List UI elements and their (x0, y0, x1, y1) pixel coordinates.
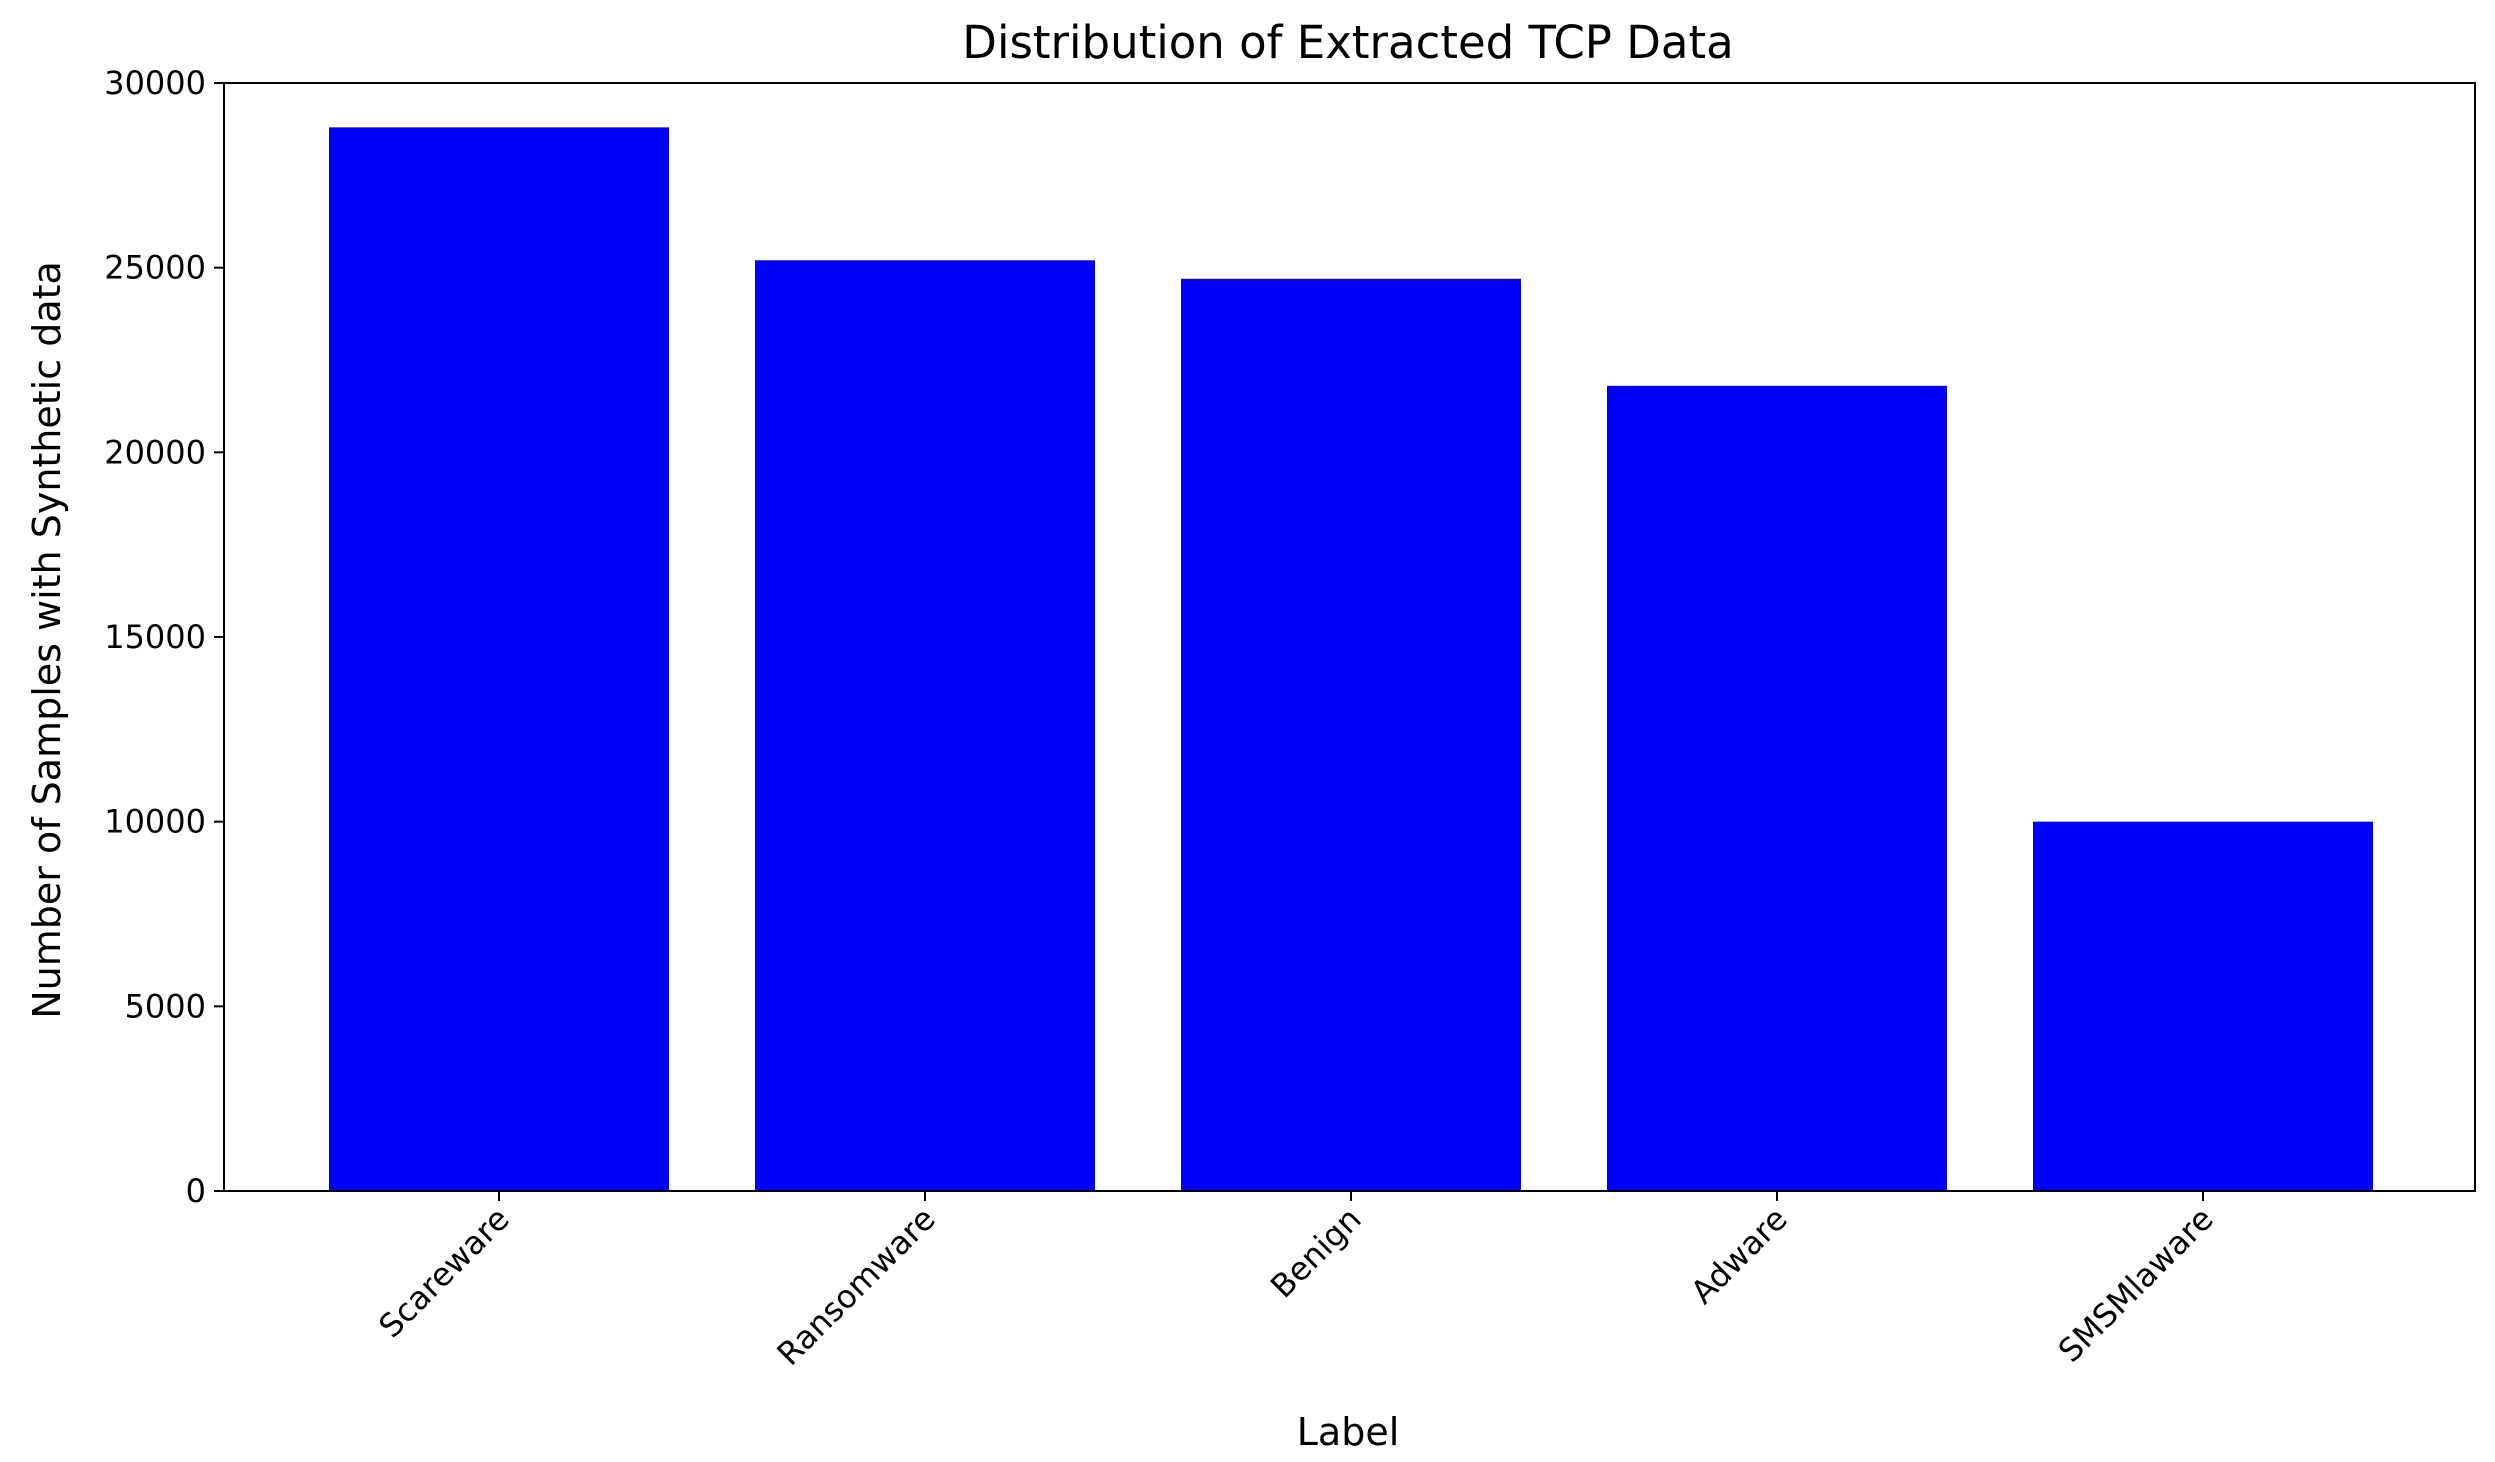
chart-title: Distribution of Extracted TCP Data (962, 16, 1733, 69)
x-tick-label: SMSMlaware (2051, 1200, 2221, 1370)
x-axis-ticks: Scareware Ransomware Benign Adware SMSMlawar… (371, 1191, 2221, 1373)
bar-benign (1181, 278, 1521, 1191)
y-tick-label: 0 (186, 1172, 206, 1210)
bar-ransomware (755, 260, 1095, 1191)
x-tick-label: Scareware (371, 1200, 516, 1345)
y-tick-label: 25000 (104, 249, 206, 287)
bar-scareware (329, 127, 669, 1192)
plot-area-frame (223, 82, 2476, 1192)
y-tick-label: 10000 (104, 803, 206, 841)
bars-layer (329, 127, 2373, 1192)
y-axis-ticks: 0 5000 10000 15000 20000 25000 30000 (104, 64, 224, 1210)
x-tick-label: Adware (1683, 1200, 1794, 1311)
x-tick-label: Ransomware (770, 1200, 943, 1373)
bar-smsmlaware (2033, 821, 2373, 1191)
y-tick-label: 15000 (104, 618, 206, 656)
y-tick-label: 30000 (104, 64, 206, 102)
x-axis-label: Label (1297, 1410, 1400, 1454)
x-tick-label: Benign (1263, 1200, 1369, 1306)
y-tick-label: 5000 (125, 987, 206, 1025)
bar-adware (1607, 385, 1947, 1191)
y-axis-label: Number of Samples with Synthetic data (25, 261, 69, 1019)
y-tick-label: 20000 (104, 433, 206, 471)
